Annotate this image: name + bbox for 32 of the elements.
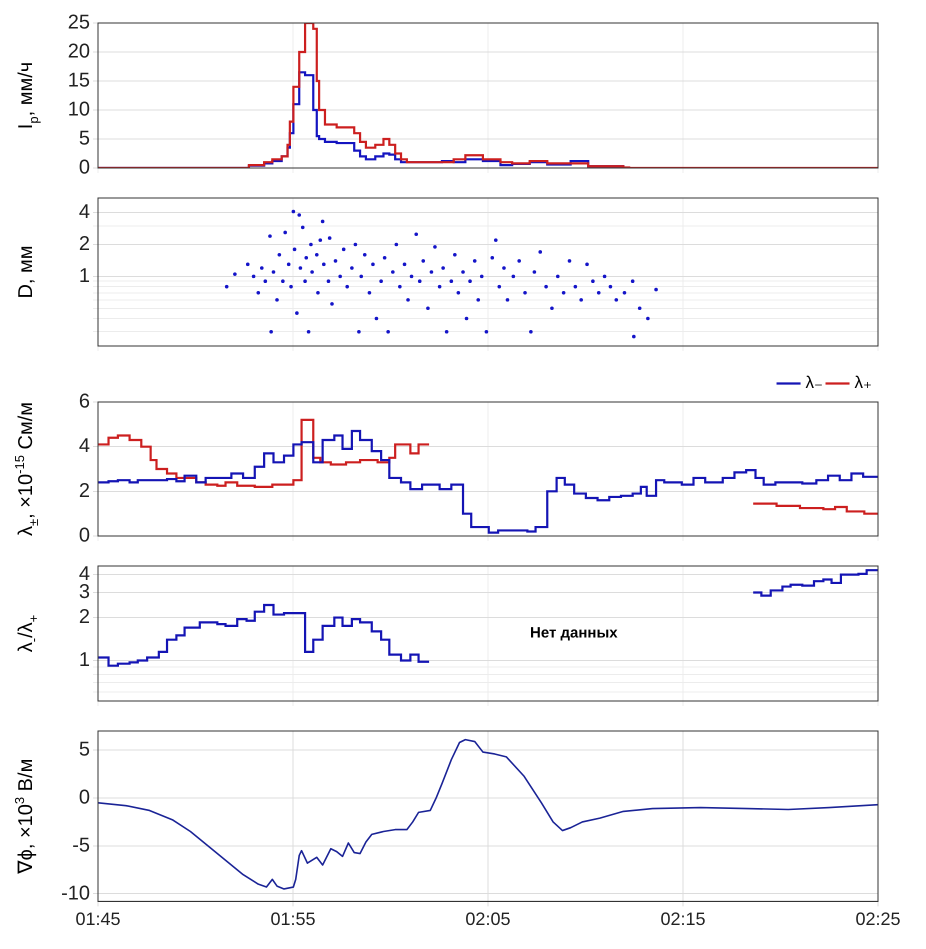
y-tick-label: 1: [78, 649, 90, 672]
x-tick-label: 01:55: [270, 909, 316, 930]
annotation: Нет данных: [530, 624, 618, 642]
x-tick-label: 02:05: [465, 909, 510, 930]
y-tick-label: 4: [78, 435, 90, 458]
y-tick-label: 0: [78, 786, 90, 809]
x-tick-label: 02:15: [660, 909, 706, 930]
y-tick-label: -10: [61, 882, 90, 904]
legend-label: λ₊: [854, 373, 872, 392]
y-axis-title: Ip, мм/ч: [15, 62, 41, 130]
y-tick-label: 2: [78, 606, 90, 628]
y-tick-label: 15: [68, 70, 90, 92]
y-axis-title: ∇ϕ, ×103 В/м: [12, 758, 37, 875]
y-tick-label: 0: [78, 156, 90, 179]
y-tick-label: 4: [78, 201, 90, 224]
y-tick-label: 2: [78, 233, 90, 256]
y-axis-title: λ-/λ+: [15, 614, 41, 652]
y-tick-label: -5: [72, 834, 90, 856]
y-tick-label: 6: [78, 390, 90, 413]
y-tick-label: 10: [68, 98, 90, 121]
y-tick-label: 20: [68, 40, 90, 63]
y-tick-label: 25: [68, 12, 90, 34]
y-tick-label: 1: [78, 264, 90, 287]
y-tick-label: 2: [78, 480, 90, 502]
x-tick-label: 01:45: [75, 909, 121, 930]
y-tick-label: 5: [78, 738, 90, 761]
legend-label: λ₋: [806, 373, 824, 392]
y-axis-title: λ±, ×10-15 См/м: [12, 402, 41, 536]
y-axis-title: D, мм: [15, 245, 37, 299]
y-tick-label: 0: [78, 524, 90, 547]
x-tick-label: 02:25: [855, 909, 901, 930]
y-tick-label: 5: [78, 128, 90, 150]
